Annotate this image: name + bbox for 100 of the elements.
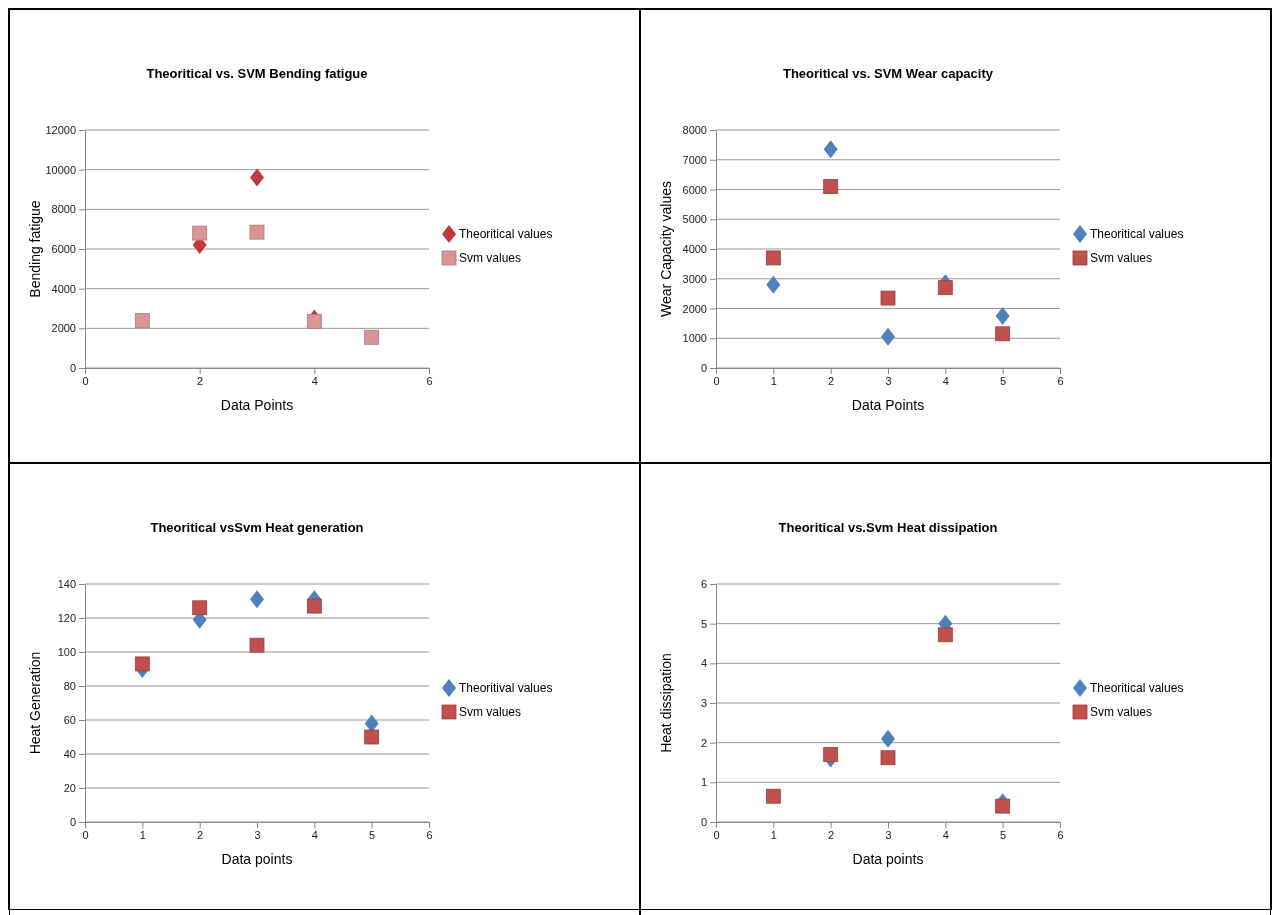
y-tick-label: 20	[63, 782, 76, 795]
y-tick-label: 6000	[682, 183, 707, 196]
y-tick-label: 40	[63, 748, 76, 761]
y-tick-label: 2000	[682, 302, 707, 315]
y-tick-label: 60	[63, 714, 76, 727]
x-axis-title: Data points	[221, 851, 293, 867]
x-tick-label: 2	[197, 828, 204, 841]
point	[995, 306, 1010, 325]
y-tick-label: 6	[700, 578, 707, 591]
y-tick-label: 7000	[682, 153, 707, 166]
point	[881, 327, 895, 346]
x-tick-label: 3	[254, 828, 261, 841]
x-tick-label: 0	[713, 828, 720, 841]
chart-title: Theoritical vs. SVM Bending fatigue	[146, 66, 368, 81]
x-tick-label: 1	[139, 828, 146, 841]
y-tick-label: 5000	[682, 213, 707, 226]
legend-label: Theoritical values	[1090, 681, 1184, 695]
y-tick-label: 6000	[51, 243, 76, 256]
legend-label: Svm values	[459, 251, 522, 265]
x-axis-title: Data points	[852, 851, 924, 867]
y-tick-label: 4000	[51, 282, 76, 295]
chart-title: Theoritical vs.Svm Heat dissipation	[778, 520, 998, 535]
point	[364, 329, 380, 345]
y-axis-title: Wear Capacity values	[658, 181, 674, 317]
x-tick-label: 2	[828, 828, 835, 841]
y-tick-label: 3	[700, 697, 707, 710]
x-tick-label: 0	[713, 374, 720, 387]
y-tick-label: 1000	[682, 332, 707, 345]
y-axis-title: Heat dissipation	[658, 653, 674, 753]
y-tick-label: 2000	[51, 322, 76, 335]
point	[250, 168, 264, 187]
legend-label: Theoritival values	[459, 681, 553, 695]
point	[192, 225, 208, 241]
y-tick-label: 5	[700, 617, 707, 630]
x-tick-label: 6	[1057, 374, 1064, 387]
y-tick-label: 100	[57, 646, 76, 659]
y-tick-label: 12000	[45, 124, 76, 137]
x-axis-title: Data Points	[220, 397, 294, 413]
x-axis-title: Data Points	[851, 397, 925, 413]
point	[880, 290, 896, 306]
x-tick-label: 2	[828, 374, 835, 387]
point	[823, 179, 839, 194]
y-tick-label: 4	[700, 657, 707, 670]
y-axis-title: Bending fatigue	[27, 200, 43, 298]
x-tick-label: 4	[311, 374, 318, 387]
y-tick-label: 1	[700, 776, 707, 789]
x-tick-label: 5	[1000, 374, 1007, 387]
chart-title: Theoritical vsSvm Heat generation	[150, 520, 364, 535]
legend-label: Theoritical values	[1090, 227, 1184, 241]
x-tick-label: 6	[426, 374, 433, 387]
y-tick-label: 10000	[45, 163, 76, 176]
point	[995, 798, 1011, 814]
y-tick-label: 0	[69, 362, 76, 375]
legend-label: Theoritical values	[459, 227, 553, 241]
point	[765, 250, 781, 266]
point	[249, 224, 265, 240]
x-tick-label: 5	[1000, 828, 1007, 841]
chart-title: Theoritical vs. SVM Wear capacity	[782, 66, 994, 81]
x-tick-label: 2	[197, 374, 204, 387]
point	[306, 313, 322, 329]
point	[134, 313, 150, 328]
point	[937, 627, 953, 643]
y-tick-label: 8000	[51, 203, 76, 216]
point	[250, 590, 264, 609]
legend-label: Svm values	[1090, 251, 1153, 265]
y-tick-label: 0	[69, 816, 76, 829]
x-tick-label: 4	[311, 828, 318, 841]
y-tick-label: 2	[700, 736, 707, 749]
x-tick-label: 0	[82, 374, 89, 387]
point	[937, 280, 953, 296]
point	[306, 598, 322, 614]
x-tick-label: 1	[770, 374, 777, 387]
point	[364, 729, 380, 745]
x-tick-label: 3	[885, 828, 892, 841]
y-tick-label: 3000	[682, 272, 707, 285]
x-tick-label: 3	[885, 374, 892, 387]
legend-label: Svm values	[459, 705, 522, 719]
x-tick-label: 4	[942, 374, 949, 387]
y-tick-label: 0	[700, 362, 707, 375]
point	[995, 326, 1011, 342]
y-tick-label: 0	[700, 816, 707, 829]
point	[881, 729, 895, 748]
point	[134, 656, 150, 672]
y-tick-label: 4000	[682, 243, 707, 256]
x-tick-label: 6	[426, 828, 433, 841]
x-tick-label: 1	[770, 828, 777, 841]
x-tick-label: 4	[942, 828, 949, 841]
y-tick-label: 120	[57, 612, 76, 625]
x-tick-label: 0	[82, 828, 89, 841]
y-tick-label: 140	[57, 578, 76, 591]
legend-label: Svm values	[1090, 705, 1153, 719]
point	[823, 747, 839, 762]
x-tick-label: 6	[1057, 828, 1064, 841]
point	[249, 637, 265, 653]
y-tick-label: 8000	[682, 124, 707, 137]
point	[766, 275, 781, 294]
point	[192, 600, 208, 616]
point	[823, 140, 838, 159]
point	[765, 788, 781, 804]
point	[880, 750, 896, 766]
